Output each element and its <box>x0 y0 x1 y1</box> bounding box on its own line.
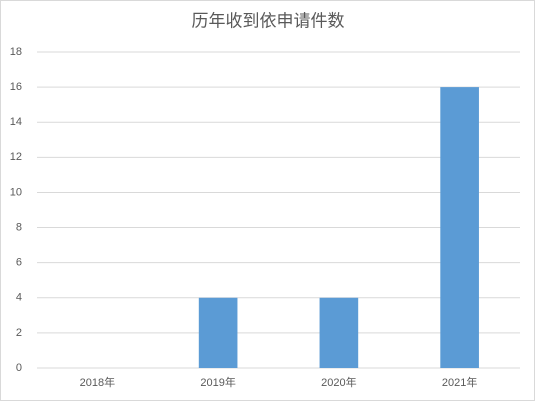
y-tick-label: 0 <box>16 362 22 374</box>
y-tick-label: 14 <box>10 116 22 128</box>
bar <box>319 297 359 368</box>
y-tick-label: 16 <box>10 81 22 93</box>
y-tick-label: 4 <box>16 292 22 304</box>
y-tick-label: 10 <box>10 186 22 198</box>
y-tick-label: 2 <box>16 327 22 339</box>
y-tick-label: 18 <box>10 46 22 58</box>
bar <box>440 87 479 368</box>
chart-title: 历年收到依申请件数 <box>192 11 345 30</box>
x-tick-label: 2019年 <box>200 375 235 389</box>
x-tick-label: 2021年 <box>442 375 477 389</box>
x-tick-label: 2018年 <box>80 375 115 389</box>
y-tick-label: 12 <box>10 151 22 163</box>
y-tick-label: 8 <box>16 221 22 233</box>
x-tick-label: 2020年 <box>321 375 356 389</box>
y-tick-label: 6 <box>16 257 22 269</box>
bar <box>198 297 238 368</box>
